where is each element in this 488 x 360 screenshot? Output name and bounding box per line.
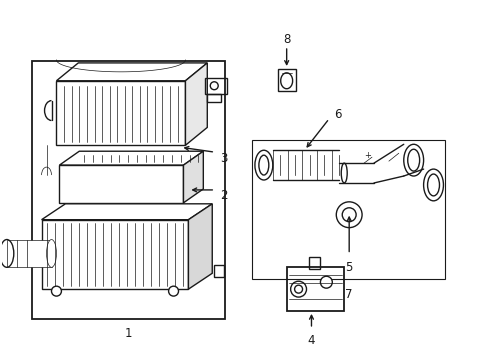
Polygon shape: [41, 204, 212, 220]
Ellipse shape: [341, 163, 346, 183]
Bar: [7, 239, 51, 267]
Ellipse shape: [254, 150, 272, 180]
Ellipse shape: [46, 239, 56, 267]
Ellipse shape: [403, 144, 423, 176]
Polygon shape: [60, 151, 203, 165]
Polygon shape: [188, 204, 212, 289]
Polygon shape: [185, 63, 207, 145]
Text: 3: 3: [220, 152, 227, 165]
Circle shape: [51, 286, 61, 296]
Text: 1: 1: [124, 327, 132, 340]
Text: 2: 2: [220, 189, 227, 202]
Polygon shape: [183, 151, 203, 203]
Ellipse shape: [407, 149, 419, 171]
Circle shape: [294, 285, 302, 293]
Circle shape: [336, 202, 361, 228]
Bar: [41, 220, 188, 289]
Bar: [286, 267, 344, 311]
Bar: [251, 140, 445, 279]
Text: 4: 4: [307, 334, 315, 347]
Ellipse shape: [258, 155, 268, 175]
Bar: [56, 81, 185, 145]
Bar: [32, 61, 224, 319]
Circle shape: [320, 276, 332, 288]
Bar: [60, 165, 183, 203]
Bar: [308, 257, 320, 269]
Circle shape: [342, 208, 355, 222]
Text: 8: 8: [283, 33, 290, 46]
Text: 6: 6: [334, 108, 341, 121]
Bar: [205, 78, 226, 94]
Ellipse shape: [423, 169, 443, 201]
Circle shape: [210, 82, 218, 90]
Text: 7: 7: [344, 288, 352, 301]
Polygon shape: [56, 63, 207, 81]
Ellipse shape: [427, 174, 439, 196]
Bar: [207, 94, 221, 102]
Bar: [277, 69, 295, 91]
Circle shape: [168, 286, 178, 296]
Text: +: +: [364, 151, 371, 160]
Circle shape: [290, 281, 306, 297]
Text: 5: 5: [345, 261, 352, 274]
Bar: [214, 265, 224, 277]
